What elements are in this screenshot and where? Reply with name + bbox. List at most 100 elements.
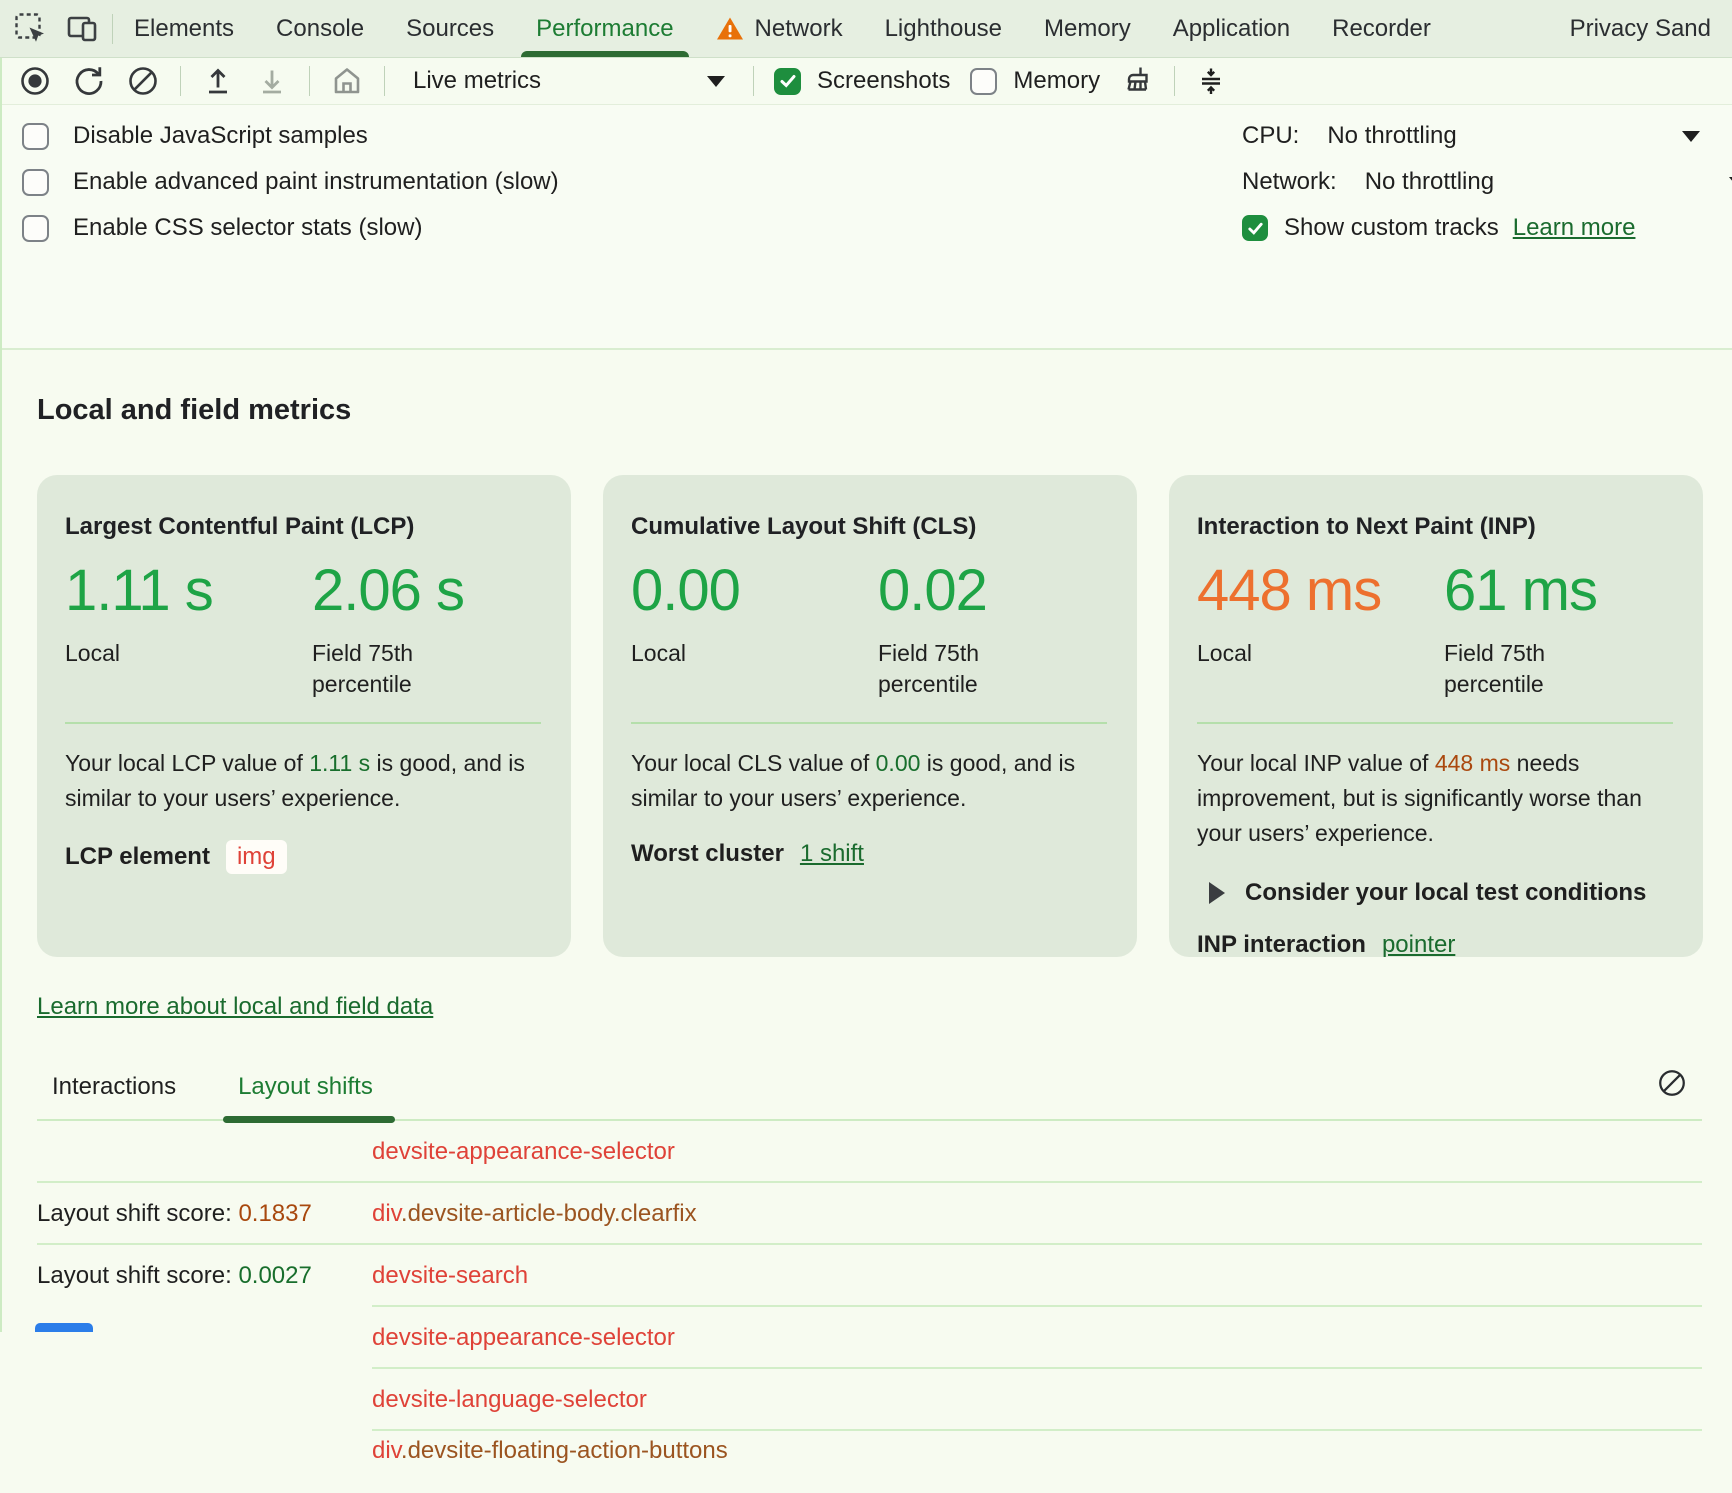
inspect-element-icon[interactable] bbox=[14, 12, 48, 46]
lcp-element-label: LCP element bbox=[65, 843, 210, 870]
cls-field-value: 0.02 bbox=[878, 558, 988, 623]
css-selector-stats-checkbox[interactable]: Enable CSS selector stats (slow) bbox=[22, 205, 1732, 251]
live-metrics-dropdown[interactable]: Live metrics bbox=[413, 67, 725, 95]
network-throttling-select[interactable]: Network: No throttling bbox=[1242, 159, 1732, 205]
field-label: Field 75th percentile bbox=[878, 640, 980, 697]
live-metrics-log: Interactions Layout shifts devsite-appea… bbox=[37, 1070, 1702, 1493]
device-toolbar-icon[interactable] bbox=[66, 12, 100, 46]
active-tab-underline bbox=[521, 51, 689, 57]
tab-application[interactable]: Application bbox=[1172, 14, 1291, 42]
tab-privacy-sandbox[interactable]: Privacy Sand bbox=[1569, 14, 1711, 42]
chevron-down-icon bbox=[707, 75, 725, 87]
tab-memory[interactable]: Memory bbox=[1044, 14, 1131, 42]
show-custom-tracks-checkbox[interactable] bbox=[1242, 215, 1268, 241]
divider bbox=[37, 1181, 1702, 1183]
field-label: Field 75th percentile bbox=[312, 640, 414, 697]
tab-layout-shifts[interactable]: Layout shifts bbox=[223, 1073, 395, 1123]
shift-score-value: 0.1837 bbox=[238, 1200, 312, 1227]
inp-field-value: 61 ms bbox=[1444, 558, 1598, 623]
lcp-card: Largest Contentful Paint (LCP) 1.11 s Lo… bbox=[37, 475, 571, 957]
worst-cluster-link[interactable]: 1 shift bbox=[799, 840, 864, 867]
local-label: Local bbox=[65, 640, 120, 666]
field-label: Field 75th percentile bbox=[1444, 640, 1546, 697]
performance-toolbar: Live metrics Screenshots Memory bbox=[2, 58, 1732, 105]
layout-shift-row[interactable]: div.devsite-floating-action-buttons bbox=[37, 1431, 1702, 1493]
worst-cluster-label: Worst cluster bbox=[631, 840, 784, 867]
card-divider bbox=[65, 722, 541, 724]
layout-shift-row[interactable]: Layout shift score: 0.0027 devsite-searc… bbox=[37, 1245, 1702, 1307]
element-link[interactable]: div.devsite-article-body.clearfix bbox=[372, 1200, 697, 1227]
download-profile-icon[interactable] bbox=[255, 64, 289, 98]
devtools-tabbar: Elements Console Sources Performance Net… bbox=[0, 0, 1732, 58]
divider bbox=[1174, 66, 1176, 96]
divider bbox=[384, 66, 385, 96]
local-label: Local bbox=[631, 640, 686, 666]
cls-card: Cumulative Layout Shift (CLS) 0.00 Local… bbox=[603, 475, 1137, 957]
tab-performance[interactable]: Performance bbox=[515, 0, 694, 57]
cls-local-value: 0.00 bbox=[631, 558, 741, 623]
divider bbox=[37, 1243, 1702, 1245]
learn-more-local-field-link[interactable]: Learn more about local and field data bbox=[37, 993, 434, 1020]
clear-icon[interactable] bbox=[126, 64, 160, 98]
card-divider bbox=[631, 722, 1107, 724]
divider bbox=[753, 66, 754, 96]
record-icon[interactable] bbox=[18, 64, 52, 98]
unchecked-checkbox-icon bbox=[22, 214, 49, 242]
tab-console[interactable]: Console bbox=[276, 14, 365, 42]
element-link[interactable]: devsite-appearance-selector bbox=[372, 1138, 675, 1165]
checked-checkbox-icon bbox=[774, 67, 801, 95]
divider bbox=[37, 1119, 1702, 1121]
lcp-card-title: Largest Contentful Paint (LCP) bbox=[65, 513, 415, 540]
tab-network[interactable]: Network bbox=[695, 0, 864, 57]
reload-icon[interactable] bbox=[72, 64, 106, 98]
lcp-description: Your local LCP value of 1.11 s is good, … bbox=[65, 750, 525, 811]
tab-elements[interactable]: Elements bbox=[134, 14, 235, 42]
divider bbox=[372, 1305, 1702, 1307]
learn-more-link[interactable]: Learn more bbox=[1512, 214, 1636, 241]
layout-shift-row[interactable]: Layout shift score: 0.1837 div.devsite-a… bbox=[37, 1183, 1702, 1245]
home-icon[interactable] bbox=[330, 64, 364, 98]
inp-card: Interaction to Next Paint (INP) 448 ms L… bbox=[1169, 475, 1703, 958]
inp-local-value: 448 ms bbox=[1197, 558, 1382, 623]
layout-shift-row[interactable]: devsite-language-selector bbox=[37, 1369, 1702, 1431]
inp-interaction-link[interactable]: pointer bbox=[1381, 931, 1456, 958]
element-link[interactable]: devsite-appearance-selector bbox=[372, 1324, 675, 1351]
performance-settings: Disable JavaScript samples Enable advanc… bbox=[2, 105, 1732, 350]
tab-interactions[interactable]: Interactions bbox=[52, 1073, 177, 1100]
collect-garbage-icon[interactable] bbox=[1120, 64, 1154, 98]
tab-recorder[interactable]: Recorder bbox=[1332, 14, 1431, 42]
tab-lighthouse[interactable]: Lighthouse bbox=[884, 14, 1003, 42]
inp-description: Your local INP value of 448 ms needs imp… bbox=[1197, 750, 1642, 846]
layout-shift-row[interactable]: devsite-appearance-selector bbox=[37, 1121, 1702, 1183]
lcp-local-value: 1.11 s bbox=[65, 558, 214, 623]
element-link[interactable]: div.devsite-floating-action-buttons bbox=[372, 1437, 728, 1464]
clear-log-icon[interactable] bbox=[1656, 1067, 1688, 1099]
disclosure-triangle-icon bbox=[1209, 882, 1225, 904]
unchecked-checkbox-icon bbox=[970, 67, 998, 95]
lcp-element-chip[interactable]: img bbox=[225, 840, 287, 874]
unchecked-checkbox-icon bbox=[22, 122, 49, 150]
element-link[interactable]: devsite-search bbox=[372, 1262, 529, 1289]
advanced-paint-instrumentation-checkbox[interactable]: Enable advanced paint instrumentation (s… bbox=[22, 159, 1732, 205]
cpu-throttling-select[interactable]: CPU: No throttling bbox=[1242, 113, 1732, 159]
chevron-down-icon bbox=[1729, 177, 1732, 188]
disable-js-samples-checkbox[interactable]: Disable JavaScript samples bbox=[22, 113, 1732, 159]
memory-checkbox[interactable]: Memory bbox=[970, 67, 1100, 95]
inp-interaction-label: INP interaction bbox=[1197, 931, 1366, 958]
layout-shift-row[interactable]: devsite-appearance-selector bbox=[37, 1307, 1702, 1369]
divider bbox=[180, 66, 181, 96]
collapse-sections-icon[interactable] bbox=[1195, 65, 1227, 97]
warning-icon bbox=[716, 16, 744, 41]
scroll-indicator bbox=[35, 1323, 93, 1332]
tab-sources[interactable]: Sources bbox=[406, 14, 495, 42]
chevron-down-icon bbox=[1682, 131, 1700, 142]
inp-card-title: Interaction to Next Paint (INP) bbox=[1197, 513, 1536, 540]
throttling-settings: CPU: No throttling Network: No throttlin… bbox=[1242, 113, 1732, 251]
local-test-conditions-disclosure[interactable]: Consider your local test conditions bbox=[1197, 879, 1673, 907]
divider bbox=[309, 66, 310, 96]
lcp-field-value: 2.06 s bbox=[312, 558, 465, 623]
upload-profile-icon[interactable] bbox=[201, 64, 235, 98]
local-label: Local bbox=[1197, 640, 1252, 666]
element-link[interactable]: devsite-language-selector bbox=[372, 1386, 647, 1413]
screenshots-checkbox[interactable]: Screenshots bbox=[774, 67, 950, 95]
